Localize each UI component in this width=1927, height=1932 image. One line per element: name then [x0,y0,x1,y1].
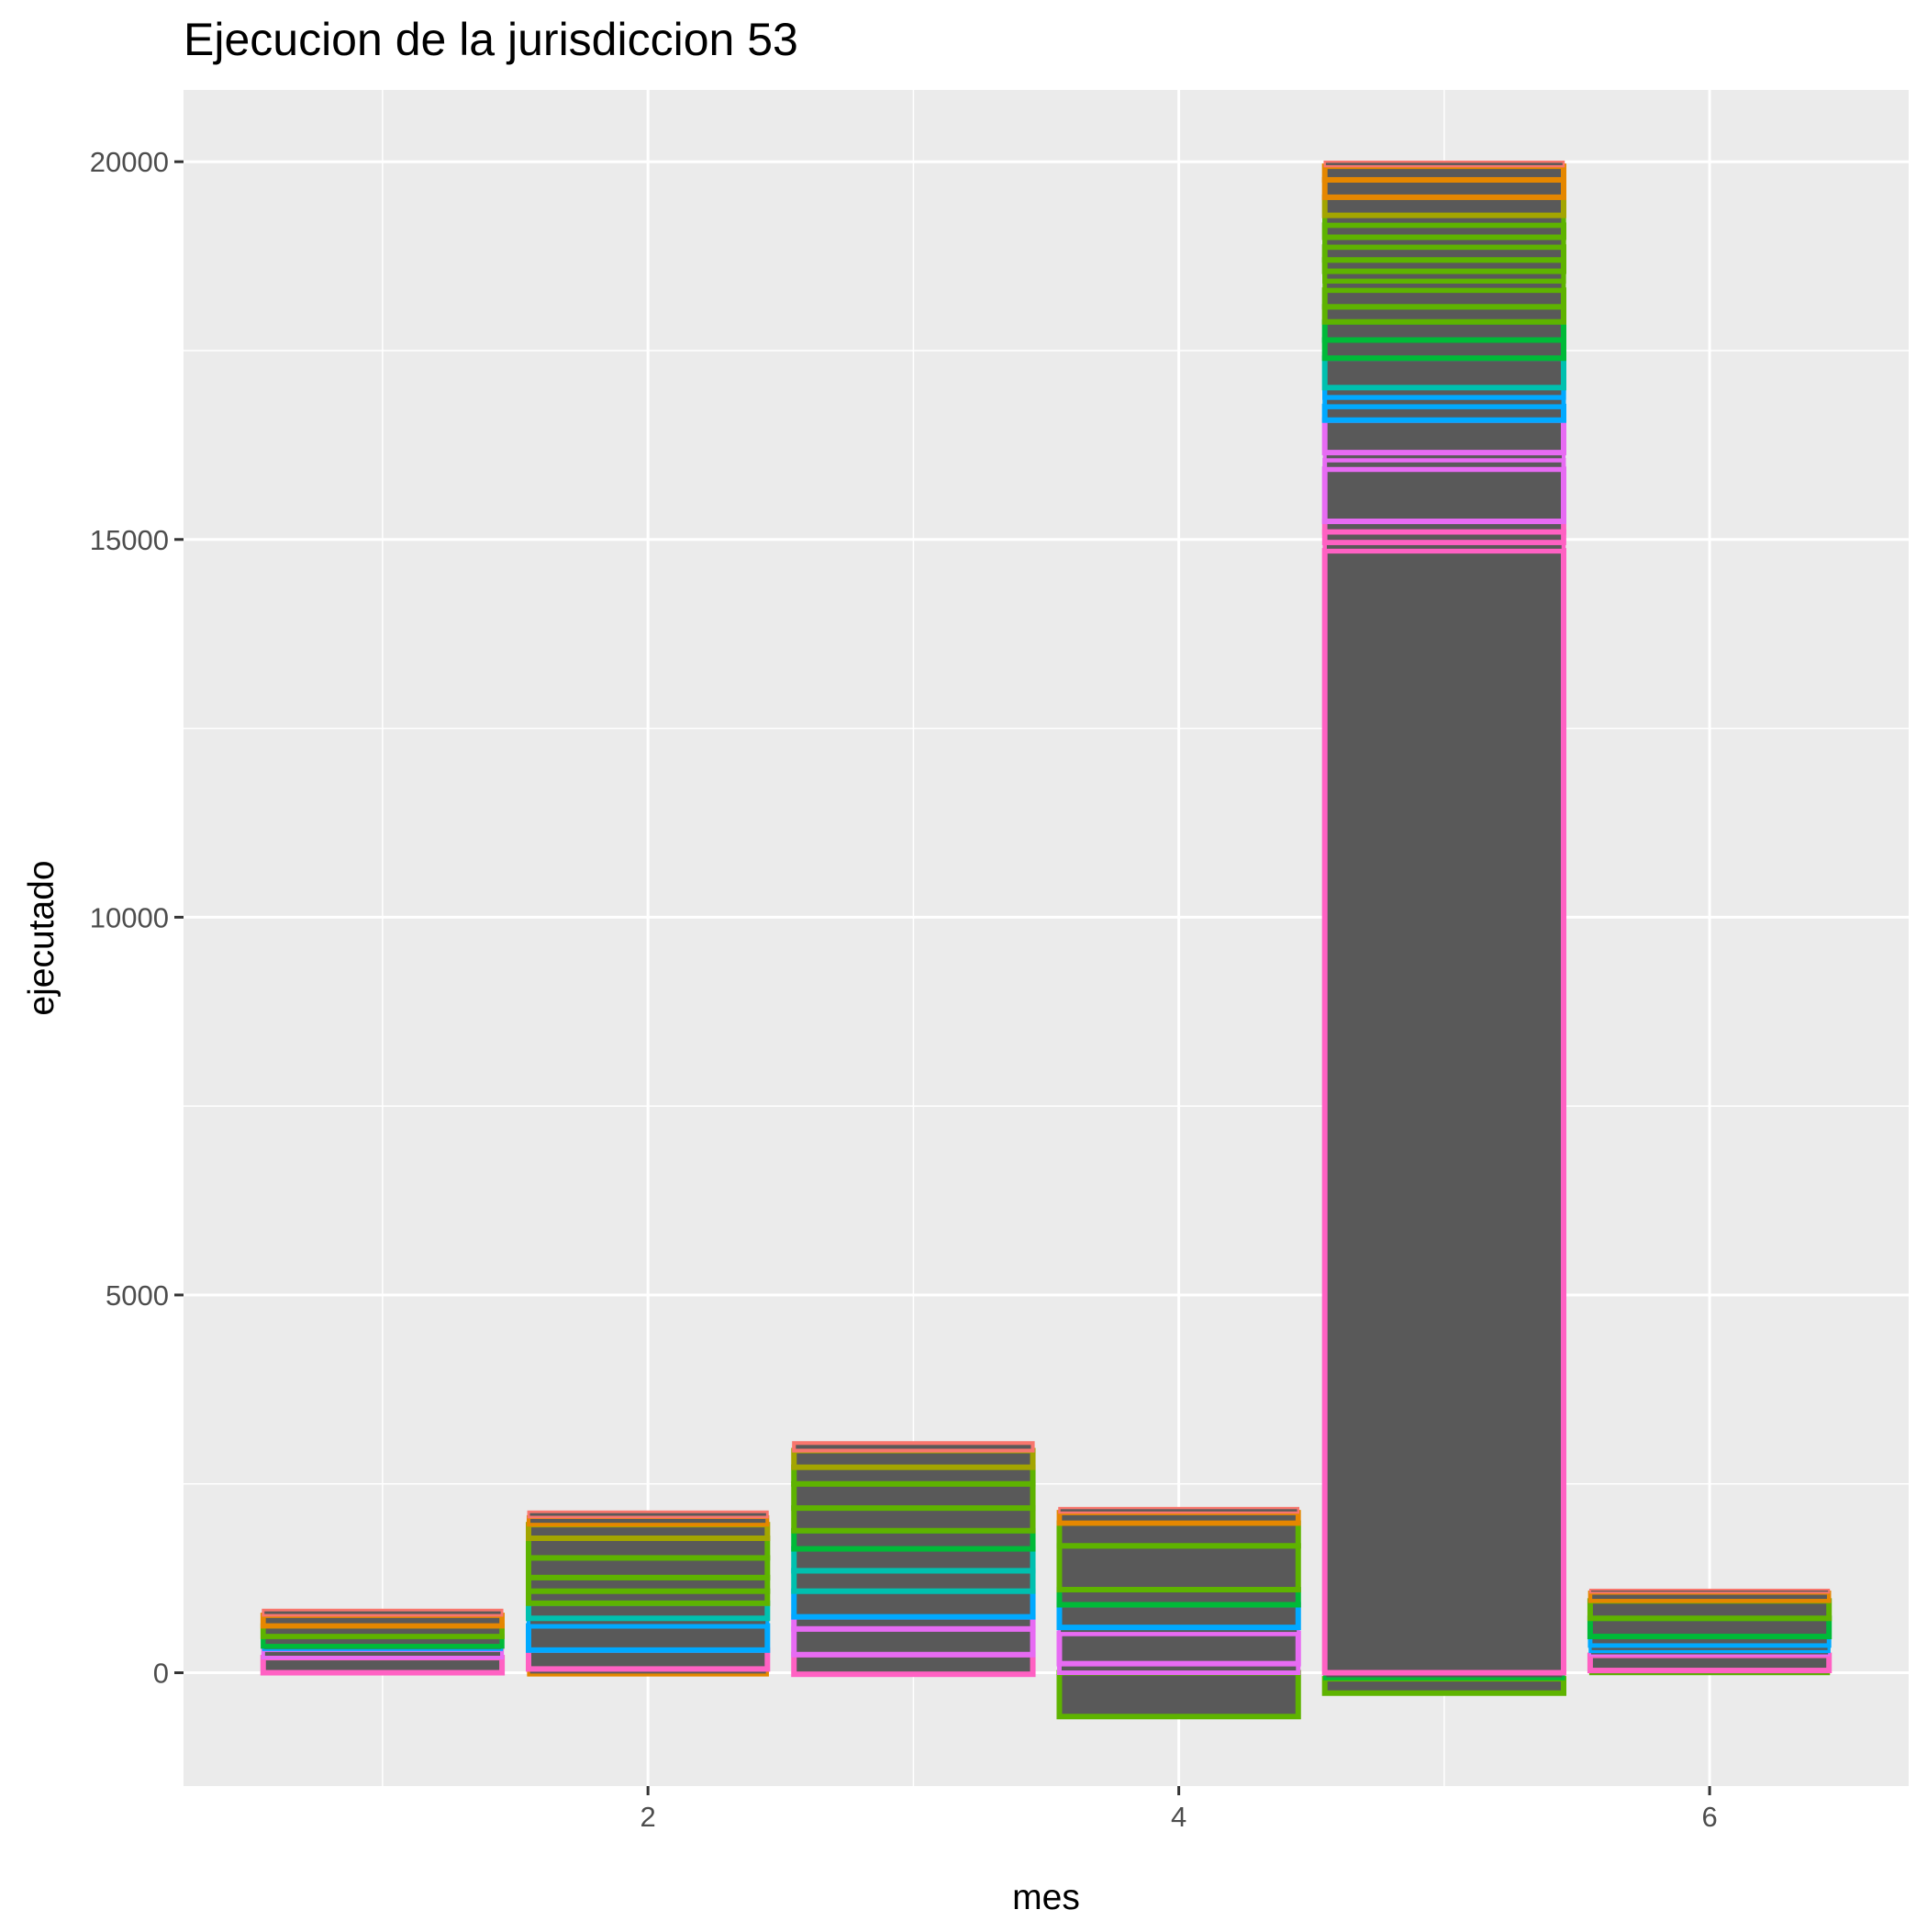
bar-segment [526,1536,771,1561]
bar-month-4 [1056,1506,1301,1720]
bar-segment [791,1568,1036,1594]
plot-panel [184,90,1909,1786]
bar-segment [791,1505,1036,1534]
bar-segment [791,1588,1036,1620]
bar-segment [1321,1676,1566,1696]
bar-segment [1056,1670,1301,1720]
bar-segment [261,1647,505,1660]
x-axis-ticks: 2 4 6 [640,1786,1718,1833]
bar-month-3 [791,1441,1036,1678]
y-tick-label: 5000 [106,1279,169,1312]
bar-segment [792,1441,1035,1453]
bar-segment [1587,1598,1832,1622]
y-tick-label: 20000 [90,146,169,178]
y-axis-ticks: 0 5000 10000 15000 20000 [90,146,184,1690]
bar-segment [262,1608,504,1617]
bar-segment [1587,1652,1832,1674]
y-tick-label: 15000 [90,524,169,556]
bar-segment [791,1546,1036,1574]
grid-major [184,90,1909,1786]
bar-segment [1323,160,1565,168]
bar-segment [1056,1630,1301,1667]
bar-segment [791,1651,1036,1678]
bar-segment [526,1555,771,1580]
bar-month-6 [1587,1588,1832,1676]
bar-segment [526,1647,771,1672]
bar-segment [260,1655,506,1676]
bar-segment [1056,1543,1301,1592]
chart-title: Ejecucion de la jurisdiccion 53 [184,14,798,65]
bar-month-2 [526,1510,771,1677]
y-tick-label: 10000 [90,901,169,933]
bar-segment [1056,1510,1301,1526]
bar-segment [1321,466,1566,525]
bar-segment [526,1623,771,1653]
bar-segment [791,1447,1036,1470]
bar-segment [1321,548,1566,1676]
x-tick-label: 6 [1701,1801,1717,1833]
bar-segment [1587,1591,1832,1603]
x-tick-label: 4 [1171,1801,1186,1833]
bar-segment [1056,1602,1301,1631]
bar-month-5 [1321,160,1566,1696]
x-tick-label: 2 [640,1801,656,1833]
bar-segment [1058,1506,1300,1514]
bar-month-1 [260,1608,506,1676]
bar-segment [526,1522,771,1542]
bar-segment [1056,1520,1301,1549]
bar-segment [1321,163,1566,183]
y-tick-label: 0 [153,1658,169,1690]
bar-segment [260,1613,505,1629]
y-axis-label: ejecutado [22,860,61,1015]
x-axis-label: mes [1012,1878,1080,1917]
bar-segment [1588,1588,1831,1594]
bar-segment [1321,287,1566,310]
bar-segment [527,1510,769,1519]
bar-segment [791,1480,1036,1512]
bars [260,160,1832,1720]
bar-segment [1321,417,1566,456]
bar-segment [1321,355,1566,391]
bar-segment [791,1625,1036,1658]
